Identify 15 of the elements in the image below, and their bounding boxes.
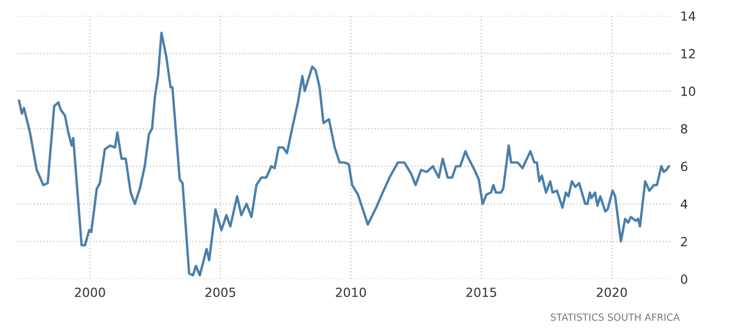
y-tick-label: 2 <box>681 236 687 246</box>
x-tick-label: 2015 <box>466 288 496 298</box>
y-tick-label: 6 <box>680 162 688 172</box>
x-tick-label: 2010 <box>336 288 366 298</box>
line-series <box>18 32 670 276</box>
y-tick-label: 12 <box>681 48 695 58</box>
y-tick-label: 8 <box>680 124 688 134</box>
y-tick-label: 0 <box>680 274 688 284</box>
text: STATISTICS SOUTH AFRICA <box>550 313 680 321</box>
x-tick-label: 2005 <box>205 288 236 298</box>
x-tick-label: 2020 <box>596 288 627 298</box>
x-tick-label: 2000 <box>74 288 106 298</box>
y-tick-label: 10 <box>681 86 696 96</box>
y-tick-label: 14 <box>681 12 696 21</box>
y-tick-label: 4 <box>680 199 688 209</box>
